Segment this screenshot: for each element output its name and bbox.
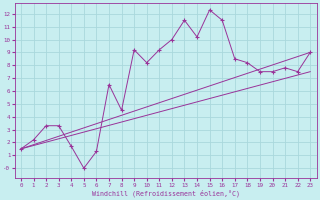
X-axis label: Windchill (Refroidissement éolien,°C): Windchill (Refroidissement éolien,°C) xyxy=(92,189,240,197)
